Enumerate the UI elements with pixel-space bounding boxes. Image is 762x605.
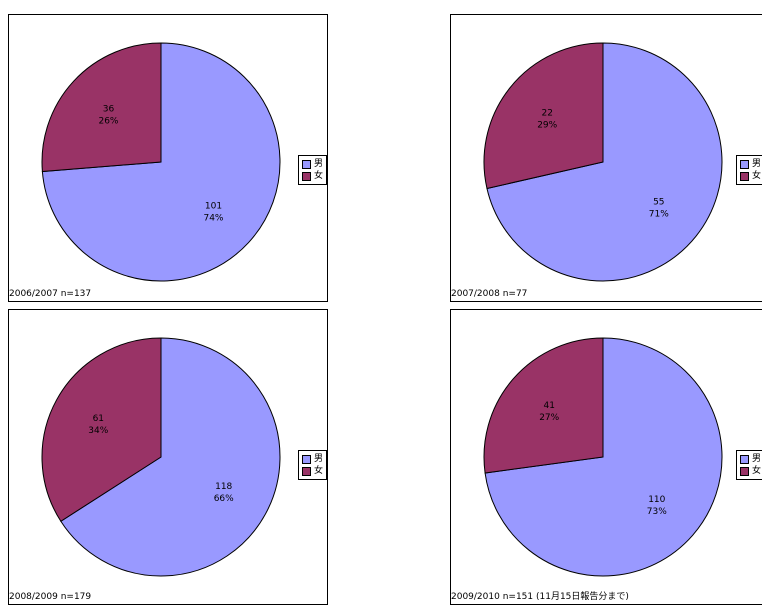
- slice-value-label: 61: [93, 414, 104, 424]
- pie-slice-male: [486, 42, 723, 282]
- slice-value-label: 41: [543, 401, 554, 411]
- pie-chart: 110 73% 41 27%: [483, 337, 723, 577]
- slice-percent-label: 26%: [98, 117, 118, 127]
- legend-swatch-male: [740, 454, 749, 464]
- legend-label-male: 男: [314, 159, 324, 169]
- legend-item-male: 男: [302, 158, 323, 170]
- legend-swatch-female: [740, 466, 749, 476]
- slice-percent-label: 27%: [539, 413, 559, 423]
- chart-caption: 2006/2007 n=137: [9, 289, 92, 299]
- legend-label-female: 女: [752, 171, 762, 181]
- chart-legend: 男 女: [298, 155, 327, 185]
- legend-swatch-female: [302, 466, 311, 476]
- chart-caption: 2008/2009 n=179: [9, 592, 92, 602]
- pie-slice-female: [483, 337, 604, 474]
- slice-percent-label: 29%: [537, 121, 557, 131]
- pie-chart: 101 74% 36 26%: [41, 42, 281, 282]
- legend-item-male: 男: [740, 158, 761, 170]
- chart-legend: 男 女: [736, 155, 762, 185]
- pie-chart: 55 71% 22 29%: [483, 42, 723, 282]
- slice-percent-label: 73%: [647, 507, 667, 517]
- chart-legend: 男 女: [736, 450, 762, 480]
- slice-value-label: 22: [541, 109, 552, 119]
- pie-chart-panel-2007-2008: 55 71% 22 29% 男 女 2007/2008 n=77: [450, 14, 762, 302]
- pie-slice-female: [483, 42, 604, 190]
- legend-label-female: 女: [752, 466, 762, 476]
- legend-item-male: 男: [302, 453, 323, 465]
- legend-item-female: 女: [740, 465, 761, 477]
- slice-value-label: 110: [648, 495, 665, 505]
- legend-item-male: 男: [740, 453, 761, 465]
- slice-value-label: 55: [653, 198, 664, 208]
- legend-label-male: 男: [752, 159, 762, 169]
- legend-label-male: 男: [752, 454, 762, 464]
- pie-chart: 118 66% 61 34%: [41, 337, 281, 577]
- legend-label-female: 女: [314, 171, 324, 181]
- slice-percent-label: 74%: [203, 213, 223, 223]
- slide-title: [130, 0, 430, 14]
- legend-item-female: 女: [302, 170, 323, 182]
- slice-value-label: 101: [205, 201, 222, 211]
- slice-percent-label: 71%: [649, 210, 669, 220]
- slice-percent-label: 34%: [88, 426, 108, 436]
- pie-slice-male: [484, 337, 723, 577]
- legend-label-female: 女: [314, 466, 324, 476]
- pie-slice-male: [60, 337, 281, 577]
- legend-label-male: 男: [314, 454, 324, 464]
- chart-caption: 2007/2008 n=77: [451, 289, 528, 299]
- pie-chart-panel-2006-2007: 101 74% 36 26% 男 女 2006/2007 n=137: [8, 14, 328, 302]
- pie-chart-panel-2009-2010: 110 73% 41 27% 男 女 2009/2010 n=151 (11月15日報…: [450, 309, 762, 605]
- legend-swatch-female: [302, 171, 311, 181]
- slice-value-label: 118: [215, 482, 232, 492]
- pie-slice-female: [41, 42, 162, 173]
- legend-swatch-male: [302, 454, 311, 464]
- pie-chart-panel-2008-2009: 118 66% 61 34% 男 女 2008/2009 n=179: [8, 309, 328, 605]
- pie-slice-female: [41, 337, 162, 522]
- slice-value-label: 36: [103, 105, 115, 115]
- chart-legend: 男 女: [298, 450, 327, 480]
- slice-percent-label: 66%: [214, 494, 234, 504]
- legend-item-female: 女: [740, 170, 761, 182]
- legend-swatch-male: [302, 159, 311, 169]
- chart-caption: 2009/2010 n=151 (11月15日報告分まで): [451, 592, 629, 602]
- legend-swatch-male: [740, 159, 749, 169]
- legend-item-female: 女: [302, 465, 323, 477]
- legend-swatch-female: [740, 171, 749, 181]
